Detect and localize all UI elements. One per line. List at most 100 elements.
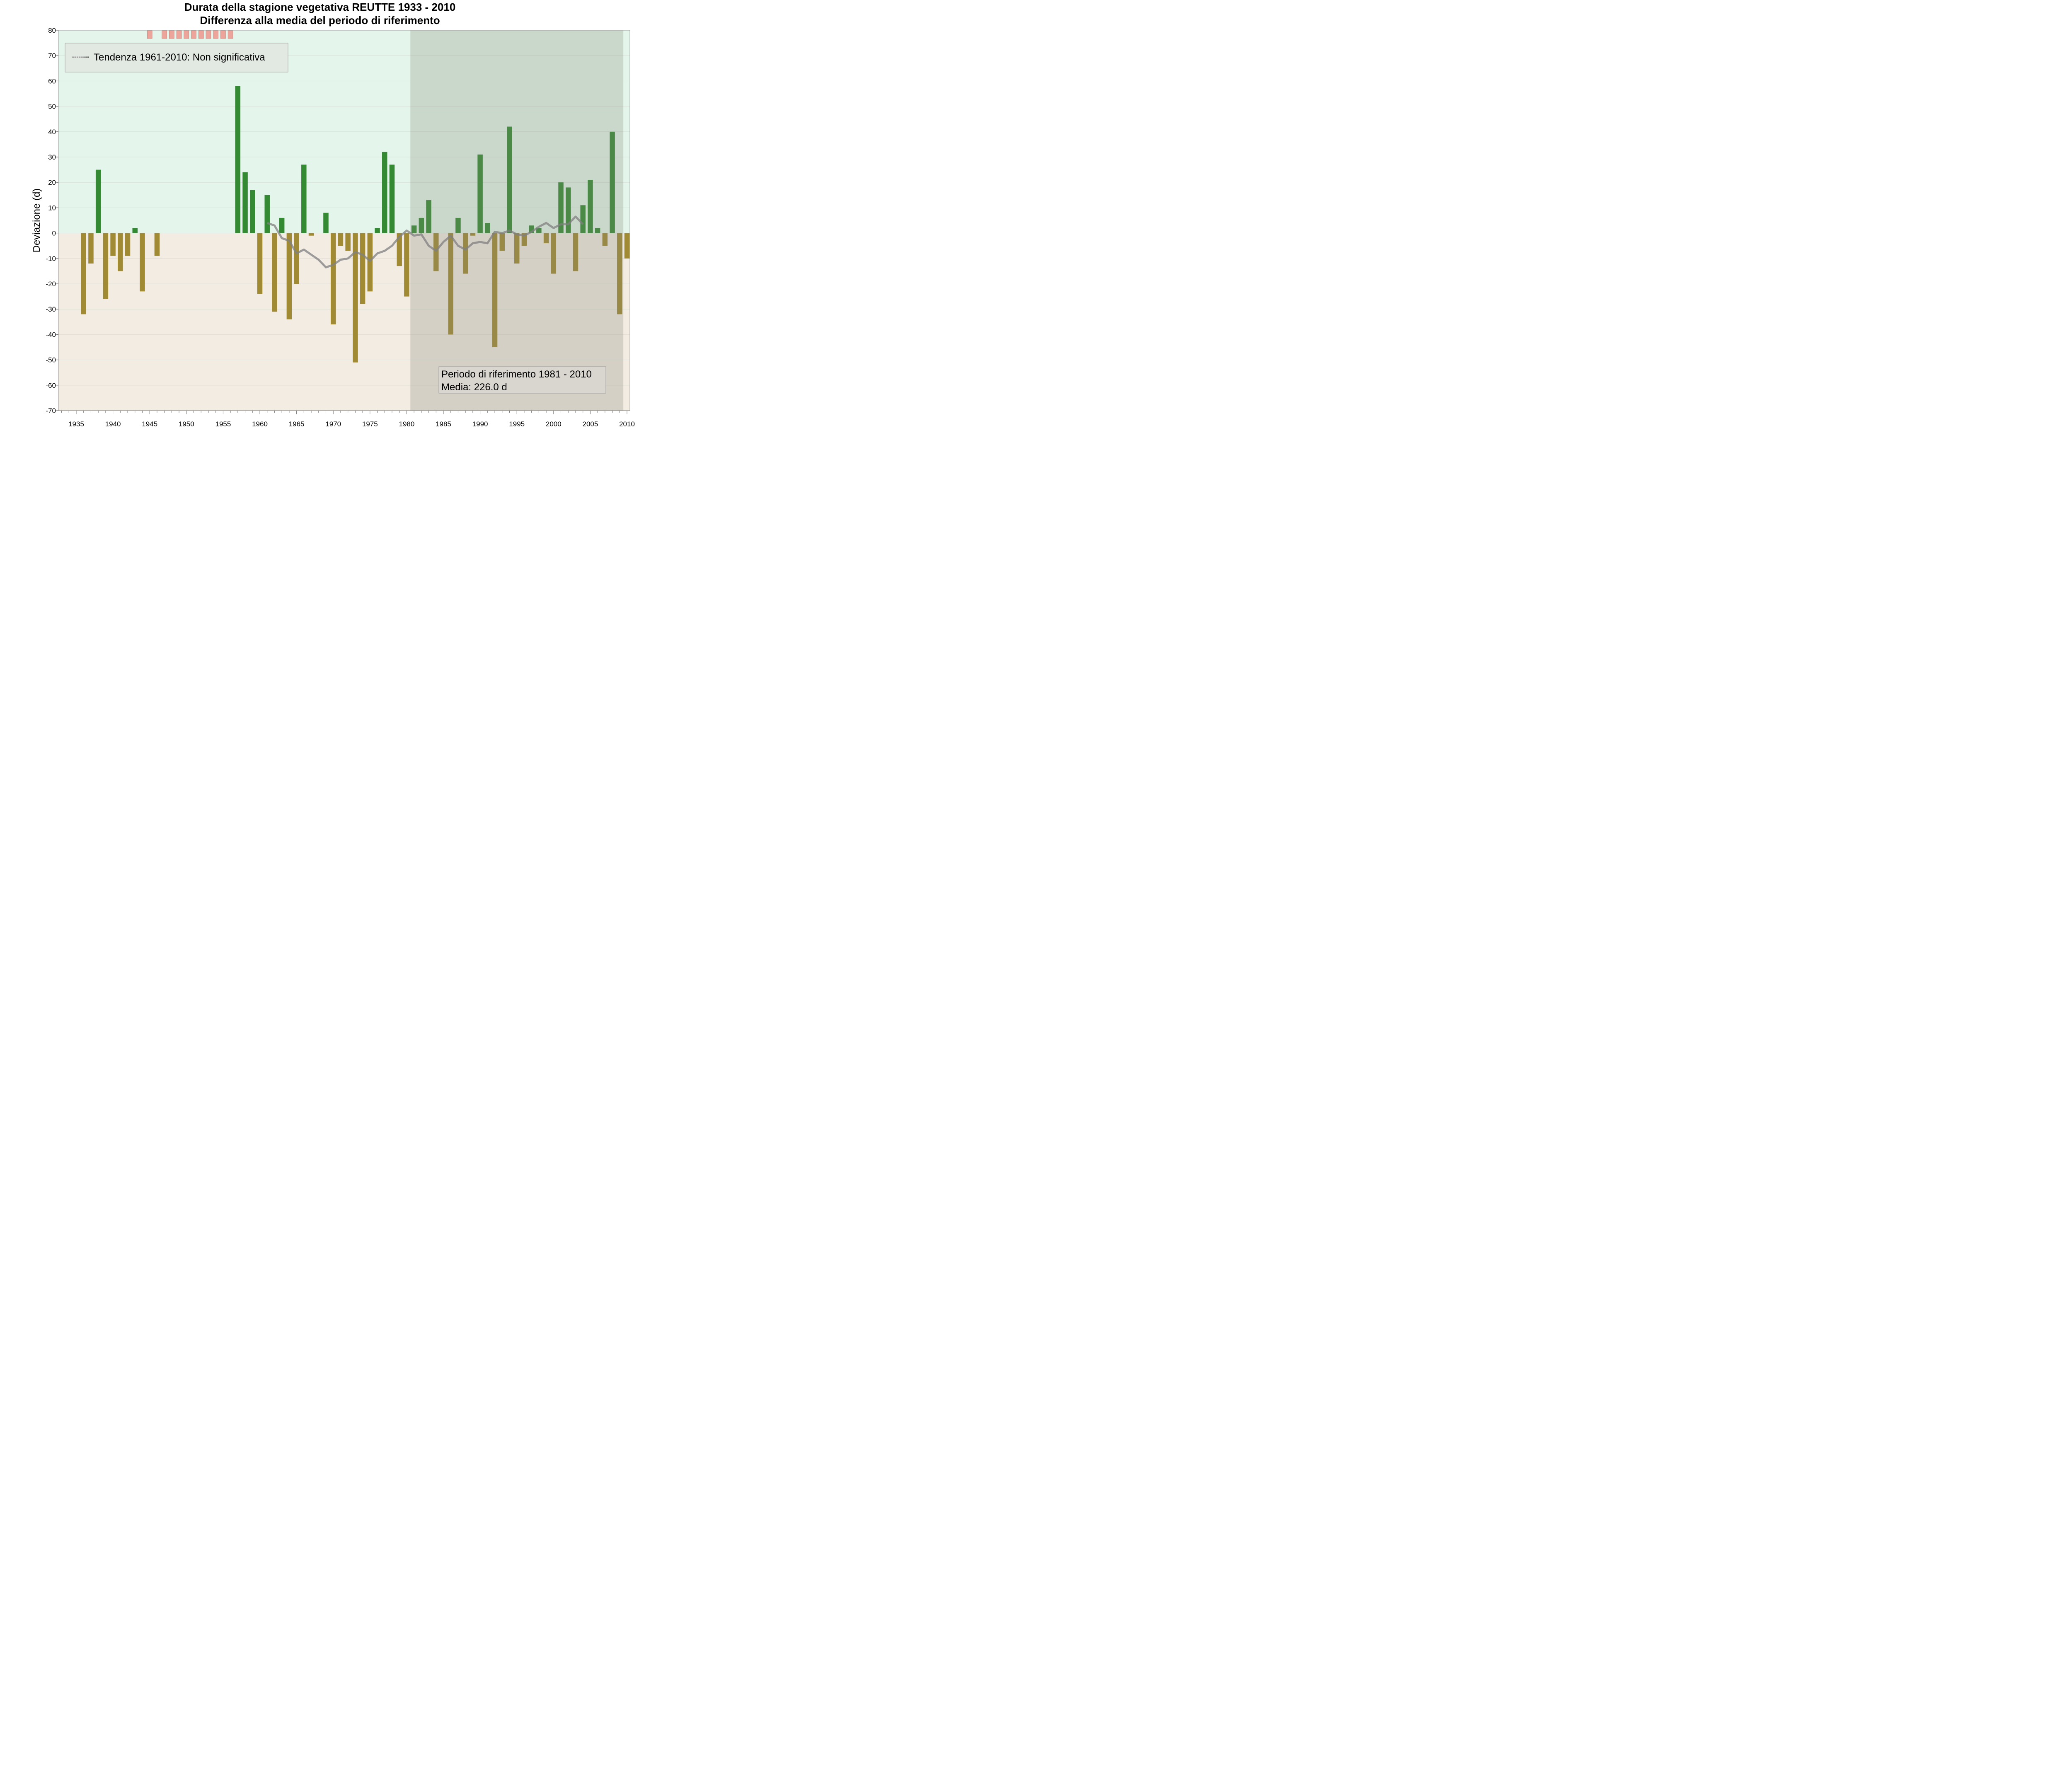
missing-marker-1951 [191,30,196,39]
x-axis: 1935 1940 1945 1950 1955 1960 1965 1970 1975 1980… [58,410,635,428]
bar-1946 [154,233,160,256]
bar-1939 [103,233,109,299]
missing-marker-1947 [162,30,167,39]
y-tick-label: 80 [48,27,56,34]
bar-1987 [455,218,461,233]
missing-marker-1953 [206,30,211,39]
annotation-line-2: Media: 226.0 d [441,382,507,393]
y-axis: -70 -60 -50 -40 -30 -20 -10 0 10 20 30 40 50 60 70 80 [46,27,58,415]
bar-1957 [235,86,241,233]
bar-1970 [330,233,336,324]
x-tick-label: 1975 [362,420,378,428]
bar-1964 [286,233,292,319]
bar-1976 [375,228,380,233]
trend-line [266,215,584,268]
y-tick-label: -40 [46,331,56,339]
bar-2000 [551,233,557,274]
bar-1993 [499,233,505,251]
x-tick-label: 1960 [252,420,268,428]
bar-1973 [353,233,358,363]
x-tick-label: 1990 [472,420,488,428]
bar-1991 [485,223,490,233]
bar-1980 [404,233,409,297]
bar-1986 [448,233,453,335]
bar-1966 [301,164,307,233]
bar-1961 [264,195,270,233]
x-tick-label: 1995 [509,420,525,428]
x-tick-label: 2010 [619,420,635,428]
y-tick-label: 10 [48,204,56,212]
bar-1962 [272,233,277,312]
x-tick-label: 1970 [325,420,341,428]
bar-1965 [294,233,299,284]
bar-1963 [279,218,285,233]
bar-1990 [477,154,483,233]
bar-1942 [125,233,131,256]
y-tick-label: -50 [46,356,56,364]
bar-2007 [602,233,608,246]
y-tick-label: -60 [46,382,56,389]
bar-2005 [588,180,593,233]
x-tick-label: 2005 [582,420,598,428]
missing-year-markers [147,30,233,39]
bar-1978 [389,164,395,233]
bar-1984 [433,233,439,271]
bar-1937 [88,233,94,264]
annotation-box [438,366,606,394]
y-tick-label: -70 [46,407,56,415]
x-tick-label: 2000 [546,420,562,428]
reference-annotation: Periodo di riferimento 1981 - 2010 Media… [438,366,606,394]
x-tick-label: 1950 [179,420,194,428]
y-tick-label: 40 [48,128,56,136]
bar-1995 [514,233,520,264]
missing-marker-1954 [213,30,218,39]
y-tick-label: -10 [46,255,56,263]
bar-1941 [118,233,123,271]
missing-marker-1949 [176,30,182,39]
missing-marker-1950 [184,30,189,39]
missing-marker-1955 [220,30,226,39]
legend-box [65,43,288,73]
bar-2003 [573,233,579,271]
y-axis-label: Deviazione (d) [31,189,42,253]
bar-2009 [617,233,622,314]
bar-1972 [345,233,351,251]
bar-1974 [360,233,366,304]
bar-2006 [595,228,600,233]
bar-1967 [308,233,314,236]
bar-1977 [382,152,387,233]
y-tick-label: 30 [48,153,56,161]
chart-subtitle: Differenza alla media del periodo di rif… [200,14,440,27]
bar-1975 [367,233,373,292]
bar-1971 [338,233,344,246]
bar-2001 [558,182,564,233]
y-tick-label: 70 [48,52,56,60]
bar-1944 [140,233,145,292]
y-tick-label: 20 [48,179,56,186]
y-tick-label: 0 [52,230,56,237]
legend-label: Tendenza 1961-2010: Non significativa [94,52,265,63]
bar-1960 [257,233,263,294]
missing-marker-1948 [169,30,174,39]
bar-1959 [250,190,255,233]
x-tick-label: 1935 [68,420,84,428]
y-tick-label: -30 [46,305,56,313]
bar-2008 [610,131,615,233]
annotation-line-1: Periodo di riferimento 1981 - 2010 [441,369,592,380]
bar-1988 [462,233,468,274]
bar-1989 [470,233,476,236]
bar-1979 [397,233,402,266]
x-tick-label: 1985 [436,420,451,428]
x-tick-label: 1980 [399,420,414,428]
missing-marker-1945 [147,30,152,39]
bars [81,86,630,363]
bar-2004 [580,205,586,233]
bar-1969 [323,213,329,233]
y-tick-label: -20 [46,280,56,288]
bar-1958 [242,172,248,233]
bar-1940 [110,233,116,256]
bar-1943 [132,228,138,233]
y-tick-label: 50 [48,103,56,111]
x-tick-label: 1945 [142,420,157,428]
legend: Tendenza 1961-2010: Non significativa [65,43,288,73]
